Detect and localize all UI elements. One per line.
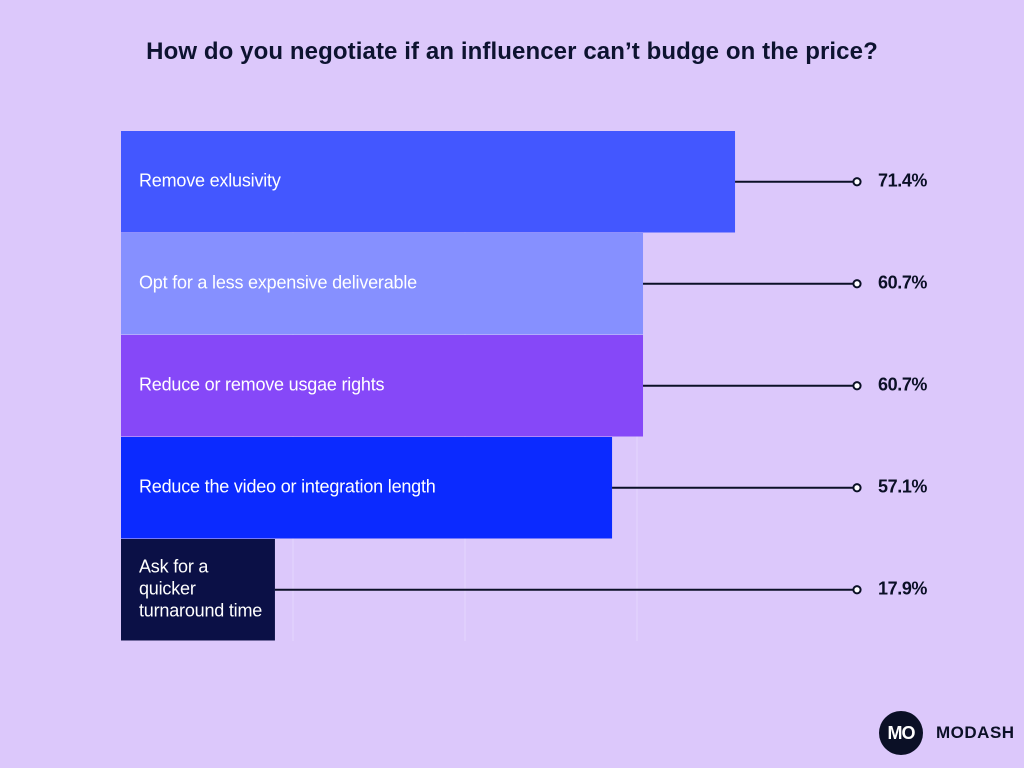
bar-labels: Remove exlusivity Opt for a less expensiv…	[139, 171, 436, 621]
bar-1	[121, 131, 736, 233]
leader-dot-2	[852, 279, 862, 289]
bar-label-5: Ask for a quicker turnaround time	[139, 557, 262, 621]
leader-dot-4	[852, 483, 862, 493]
value-label-2: 60.7%	[878, 273, 927, 293]
bar-label-1: Remove exlusivity	[139, 171, 281, 191]
bar-5	[121, 539, 275, 641]
leader-dot-1	[852, 177, 862, 187]
bar-2	[121, 233, 644, 335]
value-label-5: 17.9%	[878, 579, 927, 599]
bar-label-2: Opt for a less expensive deliverable	[139, 273, 417, 293]
modash-logo-icon: MO	[879, 711, 923, 755]
bar-label-3: Reduce or remove usgae rights	[139, 375, 385, 395]
bar-4	[121, 437, 613, 539]
value-label-4: 57.1%	[878, 477, 927, 497]
bar-3	[121, 335, 644, 437]
bar-label-4: Reduce the video or integration length	[139, 477, 436, 497]
brand-name: MODASH	[936, 723, 1015, 742]
value-labels: 71.4% 60.7% 60.7% 57.1% 17.9%	[878, 171, 928, 599]
chart-title: How do you negotiate if an influencer ca…	[146, 38, 878, 65]
bars	[121, 131, 736, 641]
value-label-3: 60.7%	[878, 375, 927, 395]
value-label-1: 71.4%	[878, 171, 927, 191]
leader-lines	[274, 177, 862, 595]
brand: MO MODASH	[879, 711, 1015, 755]
leader-dot-5	[852, 585, 862, 595]
leader-dot-3	[852, 381, 862, 391]
